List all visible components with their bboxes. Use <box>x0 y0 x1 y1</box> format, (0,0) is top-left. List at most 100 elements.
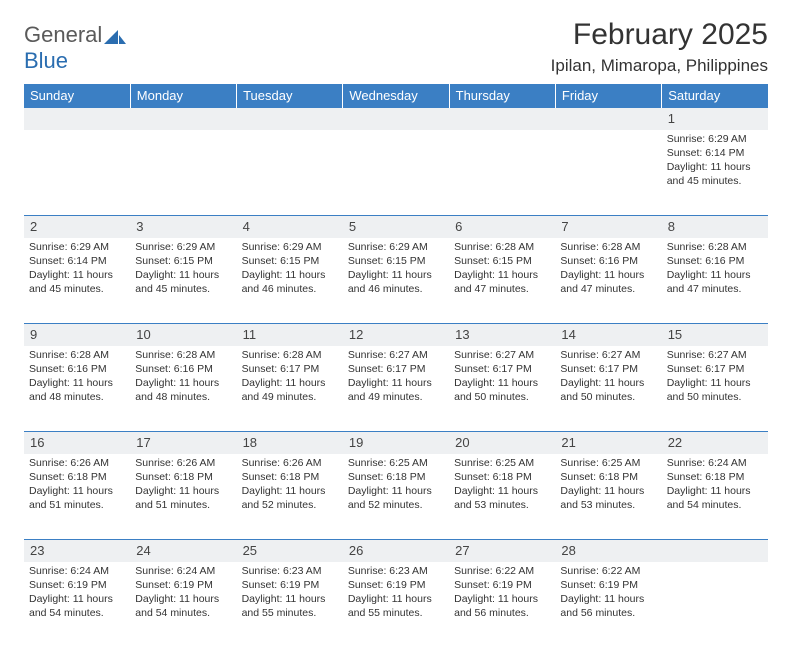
daylight-text: Daylight: 11 hours and 53 minutes. <box>560 484 656 512</box>
day-detail-cell: Sunrise: 6:24 AMSunset: 6:19 PMDaylight:… <box>130 562 236 648</box>
header: General Blue February 2025 Ipilan, Mimar… <box>24 18 768 76</box>
day-number-cell: 16 <box>24 432 130 454</box>
sunset-text: Sunset: 6:19 PM <box>242 578 338 592</box>
location-text: Ipilan, Mimaropa, Philippines <box>551 56 768 76</box>
day-number-cell: 4 <box>237 216 343 238</box>
day-detail-cell: Sunrise: 6:27 AMSunset: 6:17 PMDaylight:… <box>343 346 449 432</box>
day-detail-cell: Sunrise: 6:26 AMSunset: 6:18 PMDaylight:… <box>237 454 343 540</box>
daylight-text: Daylight: 11 hours and 48 minutes. <box>135 376 231 404</box>
day-detail-cell: Sunrise: 6:28 AMSunset: 6:16 PMDaylight:… <box>24 346 130 432</box>
sunrise-text: Sunrise: 6:29 AM <box>135 240 231 254</box>
day-detail-cell: Sunrise: 6:28 AMSunset: 6:15 PMDaylight:… <box>449 238 555 324</box>
sunrise-text: Sunrise: 6:28 AM <box>242 348 338 362</box>
daylight-text: Daylight: 11 hours and 45 minutes. <box>135 268 231 296</box>
day-detail-cell <box>449 130 555 216</box>
sunrise-text: Sunrise: 6:25 AM <box>454 456 550 470</box>
day-detail-cell: Sunrise: 6:22 AMSunset: 6:19 PMDaylight:… <box>449 562 555 648</box>
day-number-cell: 14 <box>555 324 661 346</box>
calendar-table: SundayMondayTuesdayWednesdayThursdayFrid… <box>24 84 768 648</box>
day-detail-cell: Sunrise: 6:22 AMSunset: 6:19 PMDaylight:… <box>555 562 661 648</box>
daylight-text: Daylight: 11 hours and 54 minutes. <box>135 592 231 620</box>
day-detail-cell: Sunrise: 6:26 AMSunset: 6:18 PMDaylight:… <box>24 454 130 540</box>
sunset-text: Sunset: 6:16 PM <box>560 254 656 268</box>
weekday-header: Saturday <box>662 84 768 108</box>
sail-icon <box>104 28 126 44</box>
sunset-text: Sunset: 6:17 PM <box>454 362 550 376</box>
sunset-text: Sunset: 6:15 PM <box>135 254 231 268</box>
day-number-cell: 22 <box>662 432 768 454</box>
day-number-cell: 1 <box>662 108 768 130</box>
daylight-text: Daylight: 11 hours and 51 minutes. <box>135 484 231 512</box>
sunrise-text: Sunrise: 6:22 AM <box>454 564 550 578</box>
sunset-text: Sunset: 6:17 PM <box>560 362 656 376</box>
day-number-cell: 9 <box>24 324 130 346</box>
weekday-header: Thursday <box>449 84 555 108</box>
day-detail-cell: Sunrise: 6:24 AMSunset: 6:19 PMDaylight:… <box>24 562 130 648</box>
day-detail-row: Sunrise: 6:24 AMSunset: 6:19 PMDaylight:… <box>24 562 768 648</box>
sunrise-text: Sunrise: 6:22 AM <box>560 564 656 578</box>
day-number-cell: 25 <box>237 540 343 562</box>
day-number-cell: 28 <box>555 540 661 562</box>
sunset-text: Sunset: 6:16 PM <box>135 362 231 376</box>
day-detail-cell: Sunrise: 6:29 AMSunset: 6:14 PMDaylight:… <box>662 130 768 216</box>
daylight-text: Daylight: 11 hours and 46 minutes. <box>242 268 338 296</box>
sunrise-text: Sunrise: 6:28 AM <box>135 348 231 362</box>
sunset-text: Sunset: 6:15 PM <box>242 254 338 268</box>
daylight-text: Daylight: 11 hours and 53 minutes. <box>454 484 550 512</box>
weekday-header: Sunday <box>24 84 130 108</box>
brand-logo: General Blue <box>24 18 126 74</box>
sunset-text: Sunset: 6:14 PM <box>667 146 763 160</box>
day-number-cell: 5 <box>343 216 449 238</box>
daylight-text: Daylight: 11 hours and 54 minutes. <box>29 592 125 620</box>
sunrise-text: Sunrise: 6:28 AM <box>29 348 125 362</box>
day-detail-row: Sunrise: 6:28 AMSunset: 6:16 PMDaylight:… <box>24 346 768 432</box>
day-number-cell: 18 <box>237 432 343 454</box>
day-detail-cell: Sunrise: 6:25 AMSunset: 6:18 PMDaylight:… <box>555 454 661 540</box>
sunrise-text: Sunrise: 6:27 AM <box>454 348 550 362</box>
day-number-row: 232425262728 <box>24 540 768 562</box>
day-number-cell: 7 <box>555 216 661 238</box>
sunset-text: Sunset: 6:16 PM <box>29 362 125 376</box>
day-detail-cell <box>24 130 130 216</box>
day-number-cell: 26 <box>343 540 449 562</box>
day-number-cell <box>130 108 236 130</box>
daylight-text: Daylight: 11 hours and 50 minutes. <box>667 376 763 404</box>
weekday-header: Wednesday <box>343 84 449 108</box>
brand-text: General Blue <box>24 22 126 74</box>
sunset-text: Sunset: 6:19 PM <box>135 578 231 592</box>
sunset-text: Sunset: 6:18 PM <box>454 470 550 484</box>
sunset-text: Sunset: 6:19 PM <box>454 578 550 592</box>
day-detail-cell: Sunrise: 6:23 AMSunset: 6:19 PMDaylight:… <box>343 562 449 648</box>
sunrise-text: Sunrise: 6:27 AM <box>348 348 444 362</box>
day-detail-cell: Sunrise: 6:27 AMSunset: 6:17 PMDaylight:… <box>555 346 661 432</box>
day-number-cell: 27 <box>449 540 555 562</box>
sunrise-text: Sunrise: 6:28 AM <box>560 240 656 254</box>
sunset-text: Sunset: 6:17 PM <box>348 362 444 376</box>
daylight-text: Daylight: 11 hours and 47 minutes. <box>667 268 763 296</box>
daylight-text: Daylight: 11 hours and 55 minutes. <box>348 592 444 620</box>
day-detail-cell: Sunrise: 6:24 AMSunset: 6:18 PMDaylight:… <box>662 454 768 540</box>
day-number-cell: 15 <box>662 324 768 346</box>
sunrise-text: Sunrise: 6:28 AM <box>454 240 550 254</box>
sunrise-text: Sunrise: 6:24 AM <box>29 564 125 578</box>
daylight-text: Daylight: 11 hours and 52 minutes. <box>348 484 444 512</box>
month-title: February 2025 <box>551 18 768 52</box>
sunrise-text: Sunrise: 6:29 AM <box>348 240 444 254</box>
day-detail-cell: Sunrise: 6:29 AMSunset: 6:15 PMDaylight:… <box>237 238 343 324</box>
day-number-cell <box>237 108 343 130</box>
sunrise-text: Sunrise: 6:29 AM <box>242 240 338 254</box>
sunset-text: Sunset: 6:19 PM <box>348 578 444 592</box>
day-detail-cell <box>343 130 449 216</box>
day-number-cell: 13 <box>449 324 555 346</box>
weekday-header: Tuesday <box>237 84 343 108</box>
day-detail-cell: Sunrise: 6:26 AMSunset: 6:18 PMDaylight:… <box>130 454 236 540</box>
day-detail-row: Sunrise: 6:29 AMSunset: 6:14 PMDaylight:… <box>24 238 768 324</box>
day-detail-cell <box>130 130 236 216</box>
daylight-text: Daylight: 11 hours and 52 minutes. <box>242 484 338 512</box>
day-number-cell <box>555 108 661 130</box>
daylight-text: Daylight: 11 hours and 55 minutes. <box>242 592 338 620</box>
day-detail-cell: Sunrise: 6:25 AMSunset: 6:18 PMDaylight:… <box>343 454 449 540</box>
sunrise-text: Sunrise: 6:24 AM <box>135 564 231 578</box>
day-number-cell: 11 <box>237 324 343 346</box>
daylight-text: Daylight: 11 hours and 49 minutes. <box>348 376 444 404</box>
